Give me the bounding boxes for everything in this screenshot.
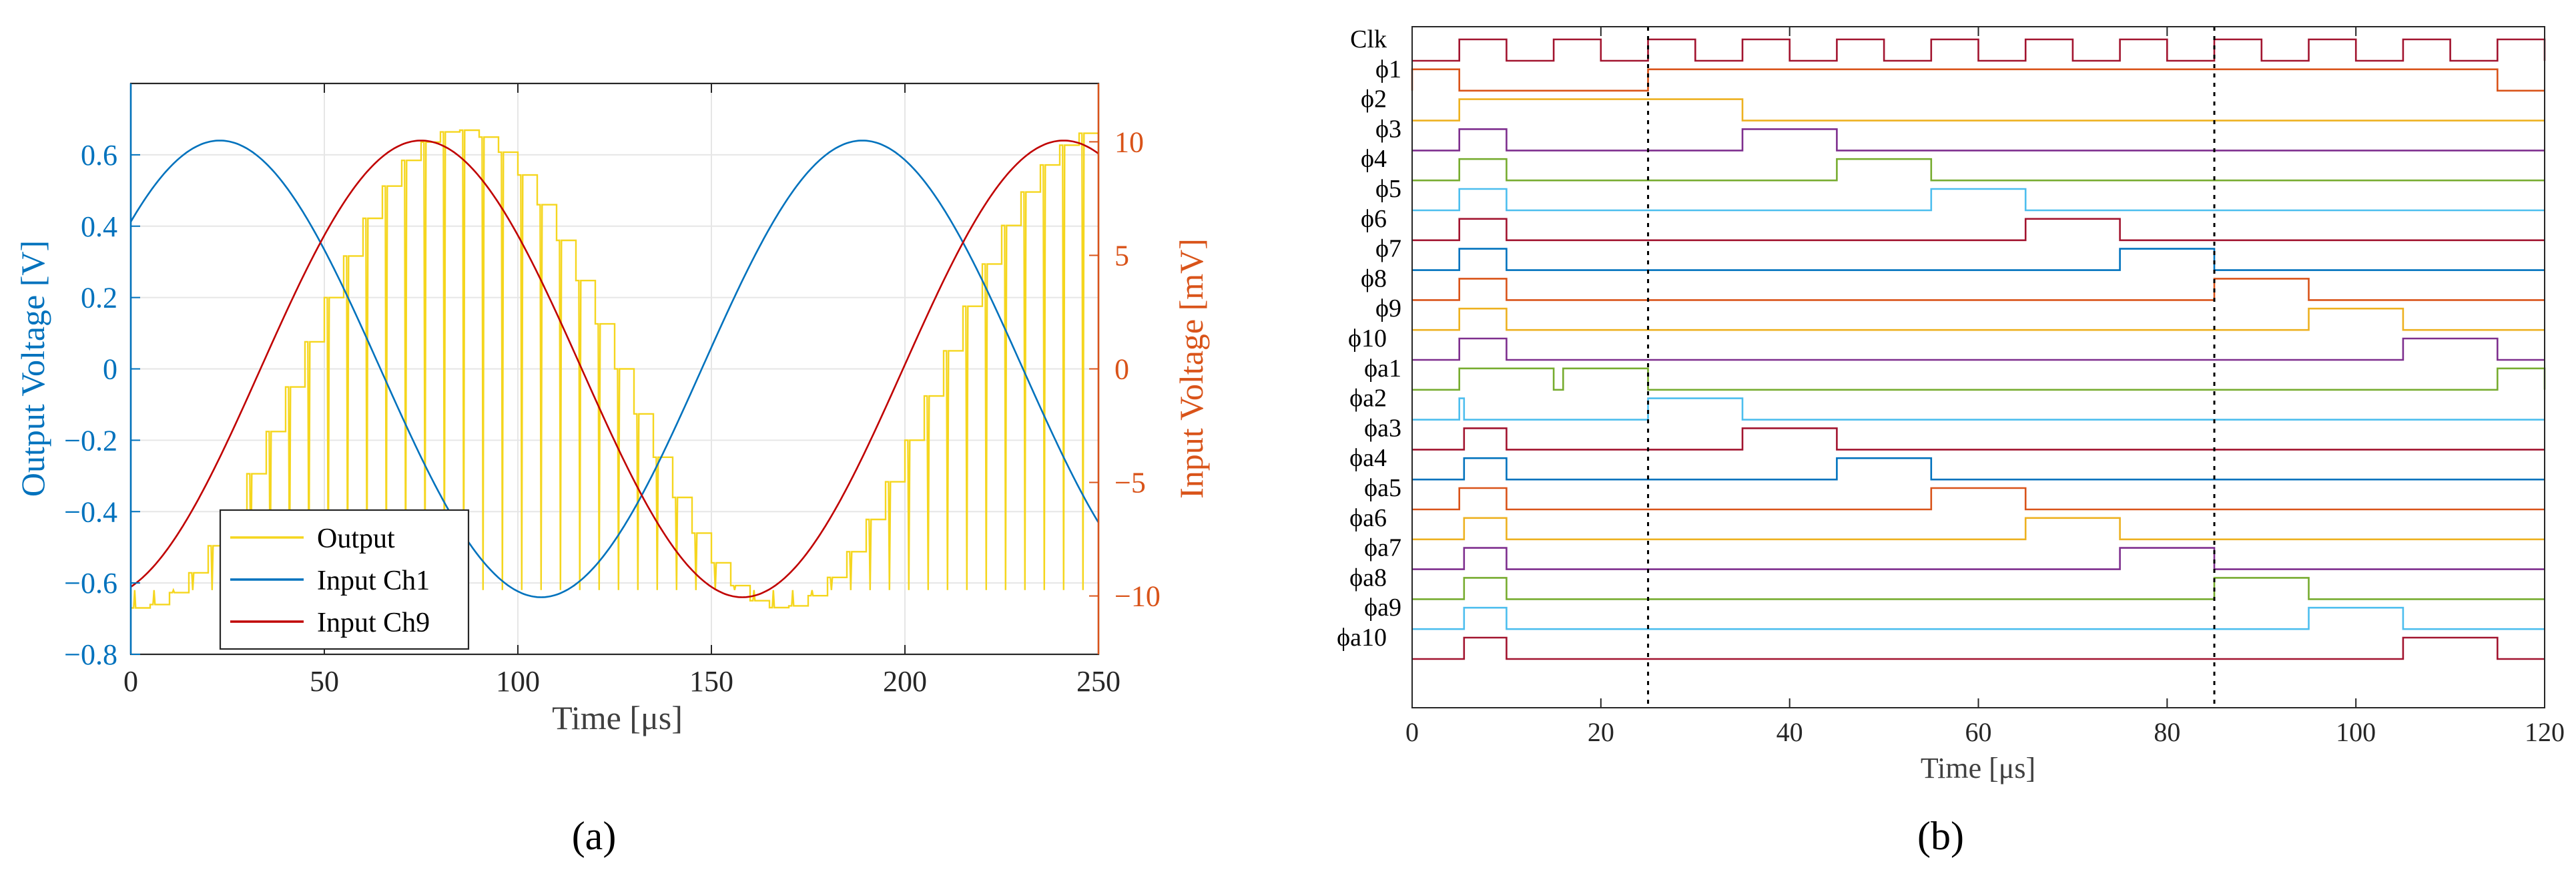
panel-a-y-left-tick-label: −0.4 bbox=[64, 495, 117, 528]
signal-label: ϕ9 bbox=[1375, 294, 1401, 322]
signal-trace-9 bbox=[1412, 307, 2545, 331]
signal-label: ϕ3 bbox=[1375, 115, 1401, 143]
signal-label: ϕa6 bbox=[1349, 504, 1387, 532]
signal-trace-20 bbox=[1412, 636, 2545, 660]
signal-label: ϕ7 bbox=[1375, 235, 1401, 263]
signal-label: ϕ8 bbox=[1361, 264, 1387, 292]
panel-a-series bbox=[131, 129, 1098, 609]
signal-trace-4 bbox=[1412, 158, 2545, 182]
panel-b-x-tick-label: 100 bbox=[2336, 717, 2376, 747]
panel-b-signals bbox=[1411, 38, 2546, 660]
panel-b-x-ticks: 0 20 40 60 80 100 120 bbox=[1405, 27, 2565, 747]
panel-b-x-tick-label: 40 bbox=[1777, 717, 1803, 747]
panel-b-x-tick-label: 120 bbox=[2525, 717, 2565, 747]
signal-trace-8 bbox=[1412, 278, 2545, 301]
signal-label: ϕa7 bbox=[1364, 534, 1401, 562]
signal-label: Clk bbox=[1350, 25, 1387, 53]
panel-a-chart: 0 50 100 150 200 250 −0.8−0.6−0.4−0.200.20.40… bbox=[14, 82, 1210, 858]
signal-label: ϕa9 bbox=[1364, 594, 1401, 622]
panel-a-x-tick-label: 100 bbox=[496, 665, 540, 698]
signal-label: ϕa3 bbox=[1364, 414, 1401, 442]
signal-trace-14 bbox=[1412, 457, 2545, 481]
panel-a-y-left-axis-label: Output Voltage [V] bbox=[14, 240, 51, 497]
signal-trace-2 bbox=[1412, 98, 2545, 122]
panel-a-x-tick-label: 200 bbox=[883, 665, 927, 698]
signal-label: ϕa5 bbox=[1364, 474, 1401, 502]
series-input-ch9-line bbox=[131, 140, 1098, 598]
panel-a-y-right-tick-label: −5 bbox=[1114, 467, 1146, 499]
panel-a-y-right-tick-label: −10 bbox=[1114, 580, 1161, 613]
signal-trace-16 bbox=[1412, 517, 2545, 541]
panel-a-y-left-tick-label: −0.6 bbox=[64, 567, 117, 600]
series-output-line bbox=[131, 129, 1098, 609]
signal-trace-7 bbox=[1412, 248, 2545, 271]
signal-label: ϕ5 bbox=[1375, 175, 1401, 203]
signal-trace-15 bbox=[1412, 487, 2545, 511]
panel-a-x-tick-label: 50 bbox=[310, 665, 339, 698]
panel-b-x-tick-label: 60 bbox=[1965, 717, 1992, 747]
panel-b-chart: 0 20 40 60 80 100 120 Clkϕ1ϕ2ϕ3ϕ4ϕ5ϕ6ϕ7ϕ8ϕ9ϕ10… bbox=[1337, 25, 2565, 858]
signal-label: ϕ6 bbox=[1361, 205, 1387, 233]
panel-a-y-right-tick-label: 10 bbox=[1114, 126, 1144, 158]
signal-label: ϕa10 bbox=[1337, 624, 1387, 652]
signal-trace-10 bbox=[1412, 337, 2545, 361]
signal-trace-13 bbox=[1412, 427, 2545, 451]
signal-trace-17 bbox=[1412, 547, 2545, 570]
panel-a-x-axis-label: Time [μs] bbox=[552, 699, 683, 736]
signal-trace-6 bbox=[1412, 218, 2545, 242]
panel-a-y-left-tick-label: 0.4 bbox=[81, 210, 117, 243]
panel-a-y-left-tick-label: 0.6 bbox=[81, 139, 117, 172]
panel-a-y-left-tick-label: 0 bbox=[103, 353, 117, 386]
panel-a-y-left-tick-label: 0.2 bbox=[81, 282, 117, 314]
series-input-ch1-line bbox=[131, 140, 1098, 598]
panel-b-x-axis-label: Time [μs] bbox=[1921, 752, 2035, 785]
panel-a-label: (a) bbox=[572, 814, 617, 858]
signal-label: ϕ4 bbox=[1361, 145, 1387, 173]
panel-b-x-tick-label: 0 bbox=[1405, 717, 1419, 747]
signal-trace-12 bbox=[1412, 397, 2545, 421]
panel-b-signal-labels: Clkϕ1ϕ2ϕ3ϕ4ϕ5ϕ6ϕ7ϕ8ϕ9ϕ10ϕa1ϕa2ϕa3ϕa4ϕa5ϕ… bbox=[1337, 25, 1401, 652]
signal-label: ϕa8 bbox=[1349, 564, 1387, 592]
signal-trace-11 bbox=[1412, 367, 2546, 391]
panel-b-x-tick-label: 80 bbox=[2154, 717, 2180, 747]
panel-a-y-left-tick-label: −0.8 bbox=[64, 638, 117, 671]
panel-b-x-tick-label: 20 bbox=[1588, 717, 1614, 747]
signal-trace-19 bbox=[1412, 606, 2545, 630]
signal-trace-5 bbox=[1412, 188, 2545, 212]
legend-label-output: Output bbox=[317, 523, 395, 554]
signal-label: ϕ1 bbox=[1375, 55, 1401, 83]
signal-trace-1 bbox=[1411, 68, 2545, 92]
legend-label-input-ch1: Input Ch1 bbox=[317, 566, 430, 596]
panel-a-y-right-tick-label: 0 bbox=[1114, 353, 1129, 386]
panel-a-y-right-axis-label: Input Voltage [mV] bbox=[1173, 238, 1210, 499]
panel-b-markers bbox=[1647, 27, 2216, 708]
signal-label: ϕa4 bbox=[1349, 444, 1387, 472]
panel-b-label: (b) bbox=[1917, 814, 1964, 858]
legend-label-input-ch9: Input Ch9 bbox=[317, 608, 430, 638]
panel-a-legend: Output Input Ch1 Input Ch9 bbox=[219, 509, 470, 650]
signal-trace-18 bbox=[1412, 577, 2545, 600]
panel-a-x-tick-label: 0 bbox=[123, 665, 138, 698]
signal-label: ϕa2 bbox=[1349, 385, 1387, 413]
panel-a-x-tick-label: 250 bbox=[1076, 665, 1120, 698]
signal-trace-3 bbox=[1412, 128, 2545, 152]
signal-trace-0 bbox=[1412, 38, 2546, 62]
panel-a-y-left-ticks: −0.8 −0.6 −0.4 −0.2 0 0.2 0.4 0.6 bbox=[64, 83, 140, 671]
panel-a-y-right-ticks: −10 −5 0 5 10 bbox=[1089, 83, 1161, 654]
panel-a-y-left-tick-label: −0.2 bbox=[64, 424, 117, 457]
panel-a-y-right-tick-label: 5 bbox=[1114, 239, 1129, 272]
signal-label: ϕ10 bbox=[1348, 324, 1387, 353]
signal-label: ϕa1 bbox=[1364, 355, 1401, 383]
signal-label: ϕ2 bbox=[1361, 85, 1387, 114]
panel-a-x-tick-label: 150 bbox=[689, 665, 733, 698]
